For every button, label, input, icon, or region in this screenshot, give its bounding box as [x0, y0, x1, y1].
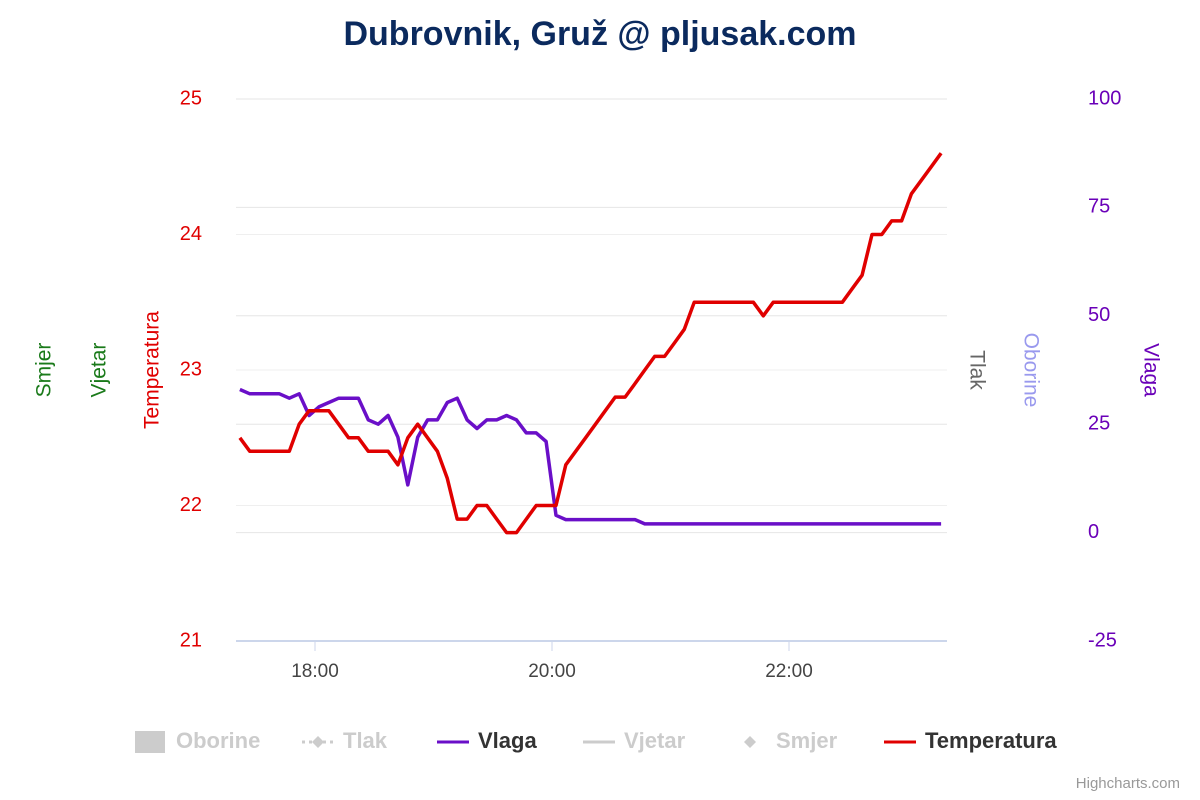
- x-tick-label: 22:00: [765, 661, 813, 682]
- axis-title: Smjer: [33, 343, 56, 398]
- y-tick-label: 21: [180, 629, 202, 651]
- credits: Highcharts.com: [1076, 775, 1180, 792]
- legend-label: Oborine: [176, 728, 260, 753]
- legend-label: Tlak: [343, 728, 388, 753]
- legend-item[interactable]: Tlak: [302, 728, 388, 753]
- y2-tick-label: 100: [1088, 87, 1121, 109]
- y-tick-label: 24: [180, 223, 202, 245]
- chart-title: Dubrovnik, Gruž @ pljusak.com: [343, 15, 856, 53]
- legend-item[interactable]: Smjer: [744, 728, 838, 753]
- x-tick-label: 18:00: [291, 661, 339, 682]
- y2-tick-label: 0: [1088, 521, 1099, 543]
- y2-tick-label: 50: [1088, 304, 1110, 326]
- legend-item[interactable]: Oborine: [135, 728, 260, 753]
- legend-symbol: [135, 731, 165, 753]
- axis-title: Tlak: [965, 350, 988, 390]
- legend-symbol: [744, 736, 756, 748]
- y2-tick-label: 25: [1088, 412, 1110, 434]
- legend-label: Smjer: [776, 728, 838, 753]
- legend-item[interactable]: Temperatura: [884, 728, 1057, 753]
- legend-label: Vlaga: [478, 728, 537, 753]
- legend-label: Vjetar: [624, 728, 686, 753]
- axis-title: Vlaga: [1139, 343, 1162, 397]
- legend-item[interactable]: Vlaga: [437, 728, 537, 753]
- x-tick-label: 20:00: [528, 661, 576, 682]
- axis-title: Oborine: [1019, 333, 1042, 408]
- series-line: [239, 387, 942, 526]
- y-tick-label: 22: [180, 494, 202, 516]
- series-line: [238, 152, 943, 535]
- y-tick-label: 23: [180, 358, 202, 380]
- legend-label: Temperatura: [925, 728, 1057, 753]
- y-tick-label: 25: [180, 87, 202, 109]
- y2-tick-label: 75: [1088, 196, 1110, 218]
- axis-title: Temperatura: [141, 311, 164, 429]
- legend-symbol: [312, 736, 324, 748]
- legend-item[interactable]: Vjetar: [583, 728, 686, 753]
- axis-title: Vjetar: [88, 343, 111, 398]
- y2-tick-label: -25: [1088, 629, 1117, 651]
